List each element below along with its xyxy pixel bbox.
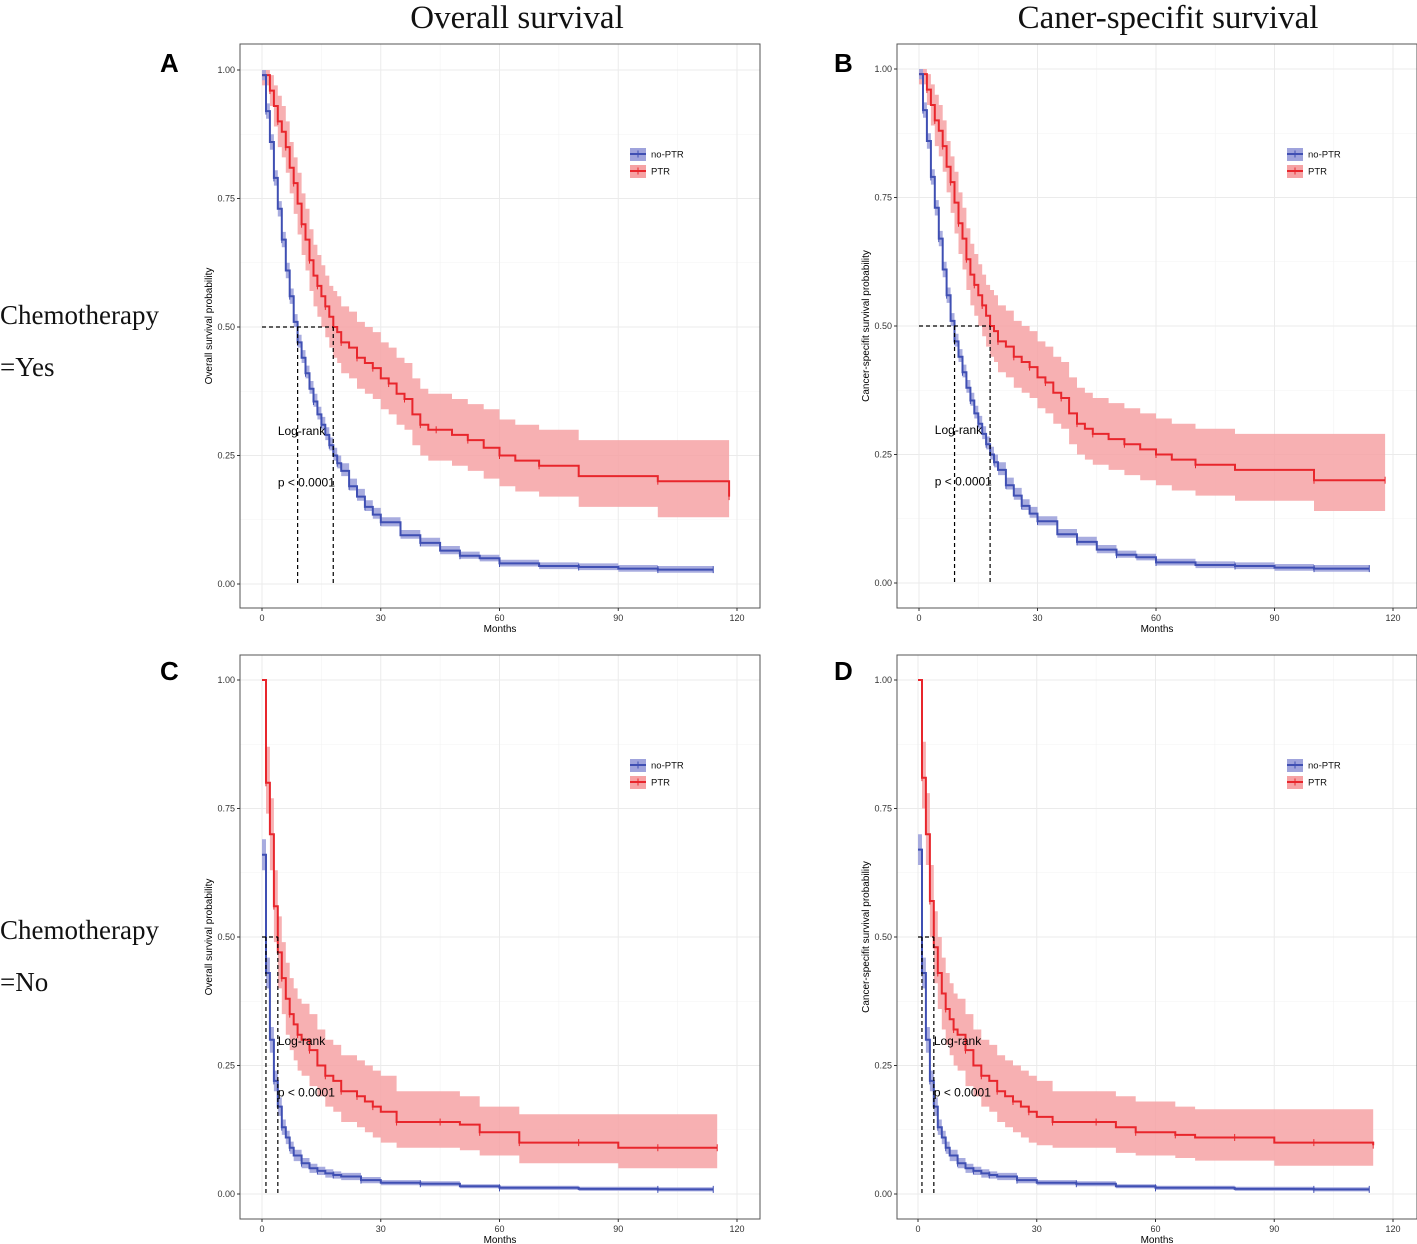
x-tick-label: 120 [729, 1224, 744, 1234]
y-tick-label: 0.50 [874, 321, 892, 331]
log-rank-label: Log-rank [934, 1034, 982, 1048]
x-tick-label: 0 [259, 1224, 264, 1234]
ptr-confidence-band [919, 69, 1386, 511]
y-tick-label: 0.50 [874, 932, 892, 942]
panel-c: 0 30 60 90 120 0.00 0.25 0.50 0.75 1.00 Months Over… [160, 654, 761, 1244]
x-tick-label: 0 [916, 613, 921, 623]
y-tick-label: 1.00 [874, 64, 892, 74]
legend-label: no-PTR [651, 150, 684, 161]
y-tick-label: 0.75 [217, 804, 235, 814]
legend: no-PTR PTR [1287, 759, 1341, 789]
x-tick-label: 90 [1269, 613, 1279, 623]
x-tick-label: 90 [613, 1224, 623, 1234]
y-tick-label: 0.00 [874, 1189, 892, 1199]
legend-label: PTR [1308, 167, 1327, 178]
no-ptr-survival-curve [919, 73, 1370, 570]
x-tick-label: 120 [729, 613, 744, 623]
x-tick-label: 0 [259, 613, 264, 623]
y-tick-label: 1.00 [874, 675, 892, 685]
y-tick-label: 0.25 [874, 1061, 892, 1071]
x-tick-label: 120 [1385, 1224, 1400, 1234]
p-value-label: p < 0.0001 [934, 1085, 991, 1099]
y-axis-label: Overall survival probability [204, 268, 215, 385]
log-rank-label: Log-rank [278, 424, 326, 438]
log-rank-label: Log-rank [935, 423, 983, 437]
row-label-chemo-no: Chemotherapy =No [0, 904, 159, 1008]
x-tick-label: 90 [613, 613, 623, 623]
x-axis-label: Months [1141, 624, 1174, 635]
y-axis-label: Overall survival probability [204, 879, 215, 996]
x-tick-label: 60 [494, 613, 504, 623]
y-tick-label: 0.50 [217, 322, 235, 332]
x-axis-label: Months [484, 624, 517, 635]
legend-label: no-PTR [1308, 150, 1341, 161]
x-tick-label: 60 [1150, 1224, 1160, 1234]
ptr-survival-curve [262, 74, 731, 497]
y-tick-label: 0.25 [874, 450, 892, 460]
panel-d: 0 30 60 90 120 0.00 0.25 0.50 0.75 1.00 Months Canc… [834, 654, 1417, 1244]
y-tick-label: 0.00 [217, 1189, 235, 1199]
legend: no-PTR PTR [630, 148, 684, 178]
x-tick-label: 60 [1151, 613, 1161, 623]
panel-letter: A [160, 48, 179, 78]
x-tick-label: 90 [1269, 1224, 1279, 1234]
legend: no-PTR PTR [630, 759, 684, 789]
y-tick-label: 0.00 [217, 579, 235, 589]
y-tick-label: 1.00 [217, 65, 235, 75]
legend-label: PTR [651, 778, 670, 789]
x-tick-label: 120 [1385, 613, 1400, 623]
ptr-survival-curve [918, 679, 1375, 1146]
panel-b: 0 30 60 90 120 0.00 0.25 0.50 0.75 1.00 Months Canc… [834, 43, 1417, 635]
row-label-chemo-yes: Chemotherapy =Yes [0, 289, 159, 393]
legend: no-PTR PTR [1287, 148, 1341, 178]
row-label-line2: =Yes [0, 352, 55, 382]
x-tick-label: 0 [915, 1224, 920, 1234]
x-tick-label: 30 [376, 1224, 386, 1234]
panel-letter: C [160, 656, 179, 686]
panel-letter: B [834, 48, 853, 78]
column-title-overall-survival: Overall survival [410, 0, 624, 36]
y-axis-label: Cancer-specifit survival probability [861, 250, 872, 402]
ptr-confidence-band [262, 680, 718, 1169]
p-value-label: p < 0.0001 [935, 474, 992, 488]
y-tick-label: 0.50 [217, 932, 235, 942]
ptr-confidence-band [262, 70, 730, 523]
y-axis-label: Cancer-specifit survival probability [861, 861, 872, 1013]
y-tick-label: 0.75 [874, 193, 892, 203]
legend-label: PTR [1308, 778, 1327, 789]
y-tick-label: 0.25 [217, 451, 235, 461]
legend-label: no-PTR [651, 761, 684, 772]
y-tick-label: 0.75 [217, 194, 235, 204]
panel-a: 0 30 60 90 120 0.00 0.25 0.50 0.75 1.00 Months Over… [160, 43, 761, 635]
row-label-line1: Chemotherapy [0, 915, 159, 945]
x-axis-label: Months [484, 1235, 517, 1244]
x-axis-label: Months [1141, 1235, 1174, 1244]
row-label-line2: =No [0, 967, 49, 997]
legend-label: PTR [651, 167, 670, 178]
x-tick-label: 30 [1032, 613, 1042, 623]
y-tick-label: 0.75 [874, 804, 892, 814]
x-tick-label: 30 [1032, 1224, 1042, 1234]
panel-letter: D [834, 656, 853, 686]
x-tick-label: 60 [494, 1224, 504, 1234]
p-value-label: p < 0.0001 [278, 1085, 335, 1099]
x-tick-label: 30 [376, 613, 386, 623]
y-tick-label: 0.25 [217, 1061, 235, 1071]
log-rank-label: Log-rank [278, 1034, 326, 1048]
y-tick-label: 1.00 [217, 675, 235, 685]
legend-label: no-PTR [1308, 761, 1341, 772]
column-title-cancer-specific-survival: Caner-specifit survival [1017, 0, 1319, 36]
row-label-line1: Chemotherapy [0, 300, 159, 330]
p-value-label: p < 0.0001 [278, 475, 335, 489]
ptr-confidence-band [918, 680, 1374, 1169]
no-ptr-survival-curve [262, 74, 714, 571]
y-tick-label: 0.00 [874, 578, 892, 588]
